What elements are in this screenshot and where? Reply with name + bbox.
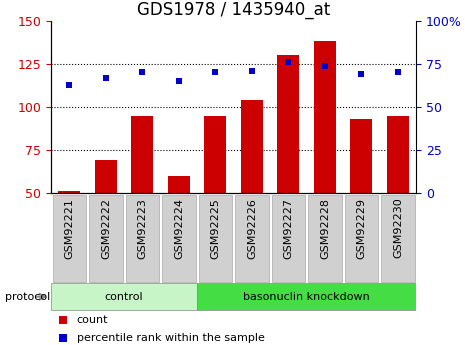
Bar xyxy=(314,41,336,193)
Text: count: count xyxy=(77,315,108,325)
Bar xyxy=(132,116,153,193)
FancyBboxPatch shape xyxy=(272,195,305,282)
Text: GSM92224: GSM92224 xyxy=(174,198,184,259)
Point xyxy=(394,70,402,75)
FancyBboxPatch shape xyxy=(197,284,416,310)
Bar xyxy=(95,160,117,193)
Text: GSM92227: GSM92227 xyxy=(283,198,293,259)
Point xyxy=(358,71,365,77)
Point xyxy=(248,68,256,73)
Point xyxy=(59,317,67,323)
Point xyxy=(285,59,292,65)
FancyBboxPatch shape xyxy=(162,195,196,282)
Text: GSM92226: GSM92226 xyxy=(247,198,257,258)
Point xyxy=(139,70,146,75)
FancyBboxPatch shape xyxy=(381,195,415,282)
FancyBboxPatch shape xyxy=(53,195,86,282)
Point xyxy=(212,70,219,75)
Text: GSM92229: GSM92229 xyxy=(356,198,366,259)
Point xyxy=(59,335,67,341)
Text: percentile rank within the sample: percentile rank within the sample xyxy=(77,333,265,343)
Title: GDS1978 / 1435940_at: GDS1978 / 1435940_at xyxy=(137,1,330,19)
Point xyxy=(175,78,183,84)
Bar xyxy=(59,191,80,193)
FancyBboxPatch shape xyxy=(199,195,232,282)
Point xyxy=(102,75,110,80)
Bar xyxy=(168,176,190,193)
Text: control: control xyxy=(105,292,144,302)
Bar xyxy=(241,100,263,193)
Bar xyxy=(351,119,372,193)
Text: GSM92223: GSM92223 xyxy=(137,198,147,258)
Bar xyxy=(387,116,409,193)
FancyBboxPatch shape xyxy=(126,195,159,282)
Point xyxy=(66,82,73,87)
Text: protocol: protocol xyxy=(5,292,50,302)
FancyBboxPatch shape xyxy=(345,195,378,282)
FancyBboxPatch shape xyxy=(308,195,342,282)
Text: basonuclin knockdown: basonuclin knockdown xyxy=(243,292,370,302)
Text: GSM92222: GSM92222 xyxy=(101,198,111,259)
Point xyxy=(321,63,329,68)
Text: GSM92230: GSM92230 xyxy=(393,198,403,258)
Text: GSM92225: GSM92225 xyxy=(210,198,220,258)
Bar xyxy=(278,55,299,193)
Text: GSM92228: GSM92228 xyxy=(320,198,330,259)
Bar xyxy=(205,116,226,193)
FancyBboxPatch shape xyxy=(51,284,197,310)
FancyBboxPatch shape xyxy=(235,195,269,282)
FancyBboxPatch shape xyxy=(89,195,123,282)
Text: GSM92221: GSM92221 xyxy=(64,198,74,258)
